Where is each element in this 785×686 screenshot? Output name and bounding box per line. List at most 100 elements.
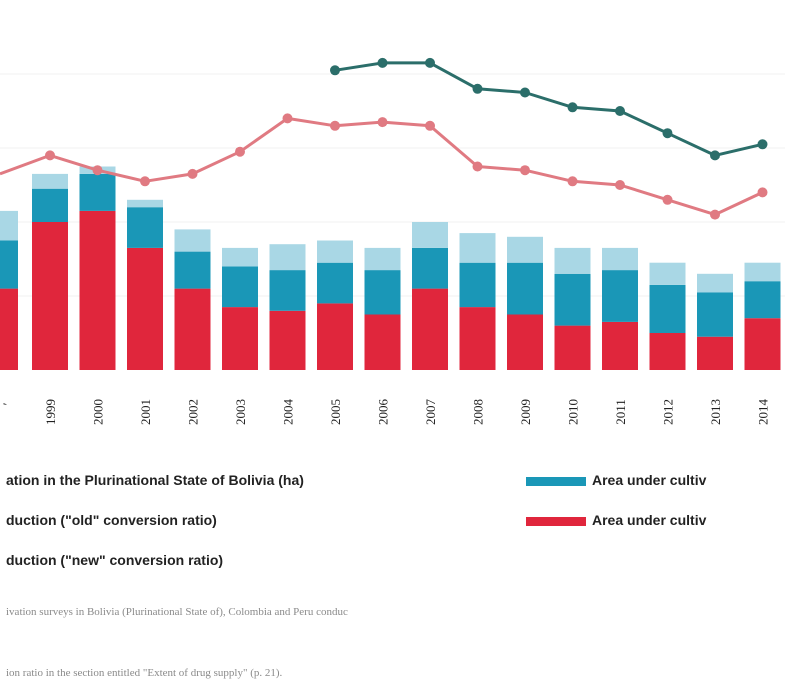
bar-2008-seg-0 — [459, 307, 496, 370]
bar-2005-seg-1 — [317, 262, 353, 304]
x-tick-2010: 2010 — [566, 399, 581, 425]
footnote: ion ratio in the section entitled "Exten… — [6, 667, 283, 679]
series-0-point-5 — [282, 113, 293, 124]
bar-2004-seg-1 — [269, 270, 306, 311]
bar-2004-seg-0 — [269, 310, 306, 370]
series-0-point-14 — [710, 209, 720, 220]
bar-2003-seg-2 — [222, 247, 258, 267]
bar-2010-seg-1 — [554, 273, 591, 326]
series-0-point-4 — [235, 146, 245, 157]
bar-2001-seg-0 — [127, 247, 163, 370]
x-tick-2013: 2013 — [708, 399, 723, 425]
bar-2014-seg-2 — [744, 262, 781, 282]
bar-1999-seg-1 — [32, 188, 68, 222]
x-tick-2012: 2012 — [661, 399, 676, 425]
bar-2014-seg-0 — [744, 318, 781, 370]
bar-2004-seg-2 — [269, 244, 306, 271]
bar-2013-seg-2 — [697, 273, 733, 293]
legend-swatch-4 — [526, 516, 586, 526]
x-tick-2000: 2000 — [91, 399, 106, 425]
x-tick-1999: 1999 — [43, 399, 58, 425]
bar-2010-seg-2 — [554, 247, 591, 274]
legend-swatch-2 — [526, 476, 586, 486]
series-1-point-11 — [567, 102, 578, 113]
bar-2003-seg-1 — [222, 266, 258, 308]
x-tick-2011: 2011 — [613, 399, 628, 425]
x-tick-2002: 2002 — [186, 399, 201, 425]
bar-2002-seg-1 — [174, 251, 211, 289]
series-0-point-0 — [45, 150, 55, 161]
series-1-point-6 — [330, 65, 340, 76]
series-0-point-3 — [187, 168, 198, 179]
legend-entry-1: ation in the Plurinational State of Boli… — [6, 472, 304, 488]
bar-2011-seg-2 — [602, 247, 638, 271]
bar-partial-seg-2 — [0, 210, 18, 241]
x-tick-2003: 2003 — [233, 399, 248, 425]
bar-2006-seg-1 — [364, 270, 401, 315]
legend-entry-3: duction ("old" conversion ratio) — [6, 512, 217, 528]
bar-2013-seg-1 — [697, 292, 733, 337]
x-tick-labels: ′ 1999 2000 2001 2002 2003 2004 2005 2006 2007 200… — [0, 399, 771, 426]
legend-label-2: Area under cultiv — [592, 472, 707, 488]
series-0-point-11 — [567, 176, 578, 187]
series-0-point-1 — [92, 165, 103, 176]
series-0-point-6 — [330, 120, 340, 131]
series-0-point-10 — [520, 165, 530, 176]
bar-2012-seg-0 — [649, 333, 686, 370]
bar-2002-seg-2 — [174, 229, 211, 252]
bar-2014-seg-1 — [744, 281, 781, 319]
x-tick-partial: ′ — [0, 402, 15, 405]
x-tick-2006: 2006 — [376, 399, 391, 426]
series-1-point-13 — [662, 128, 673, 139]
series-1-point-9 — [472, 83, 483, 94]
chart: ′ 1999 2000 2001 2002 2003 2004 2005 2006 2007 200… — [0, 57, 785, 426]
legend-label-3: duction ("old" conversion ratio) — [6, 512, 217, 528]
x-tick-2001: 2001 — [138, 399, 153, 425]
series-1-point-15 — [757, 139, 768, 150]
series-0-point-8 — [425, 120, 435, 131]
bar-2002-seg-0 — [174, 288, 211, 370]
series-0-point-12 — [615, 180, 625, 190]
series-0-point-2 — [140, 176, 150, 187]
legend-label-4: Area under cultiv — [592, 512, 707, 528]
x-tick-2014: 2014 — [756, 399, 771, 426]
bar-2009-seg-1 — [507, 262, 543, 315]
series-1-point-8 — [425, 57, 435, 68]
x-tick-2007: 2007 — [423, 399, 438, 426]
x-tick-2005: 2005 — [328, 399, 343, 425]
series-1-point-12 — [615, 106, 625, 116]
bar-2006-seg-0 — [364, 314, 401, 370]
series-0-point-13 — [662, 194, 673, 205]
source-note: ivation surveys in Bolivia (Plurinationa… — [6, 606, 348, 618]
bar-2011-seg-0 — [602, 321, 638, 370]
bar-2005-seg-2 — [317, 240, 353, 263]
bar-2003-seg-0 — [222, 307, 258, 370]
legend-label-5: duction ("new" conversion ratio) — [6, 552, 224, 568]
bar-partial-seg-1 — [0, 240, 18, 289]
legend-entry-5: duction ("new" conversion ratio) — [6, 552, 223, 568]
bar-2000-seg-1 — [79, 173, 116, 211]
bar-2001-seg-2 — [127, 199, 163, 208]
bar-2005-seg-0 — [317, 303, 353, 370]
x-tick-2009: 2009 — [518, 399, 533, 425]
legend-label-1: ation in the Plurinational State of Boli… — [6, 472, 304, 488]
bar-partial-seg-0 — [0, 288, 18, 370]
series-0-point-9 — [472, 161, 483, 172]
x-tick-2004: 2004 — [281, 399, 296, 426]
bar-2008-seg-2 — [459, 233, 496, 263]
bar-2008-seg-1 — [459, 262, 496, 308]
bar-2010-seg-0 — [554, 325, 591, 370]
series-1-point-7 — [377, 57, 388, 68]
series-line-1 — [334, 61, 763, 157]
bar-2012-seg-1 — [649, 284, 686, 333]
series-1-point-10 — [520, 87, 530, 98]
bar-2012-seg-2 — [649, 262, 686, 285]
bar-2007-seg-2 — [412, 222, 448, 248]
lines — [0, 57, 768, 220]
series-0-point-15 — [757, 187, 768, 198]
x-tick-2008: 2008 — [471, 399, 486, 425]
bar-2007-seg-0 — [412, 288, 448, 370]
series-0-point-7 — [377, 117, 388, 128]
bar-2009-seg-0 — [507, 314, 543, 370]
bar-1999-seg-2 — [32, 173, 68, 189]
